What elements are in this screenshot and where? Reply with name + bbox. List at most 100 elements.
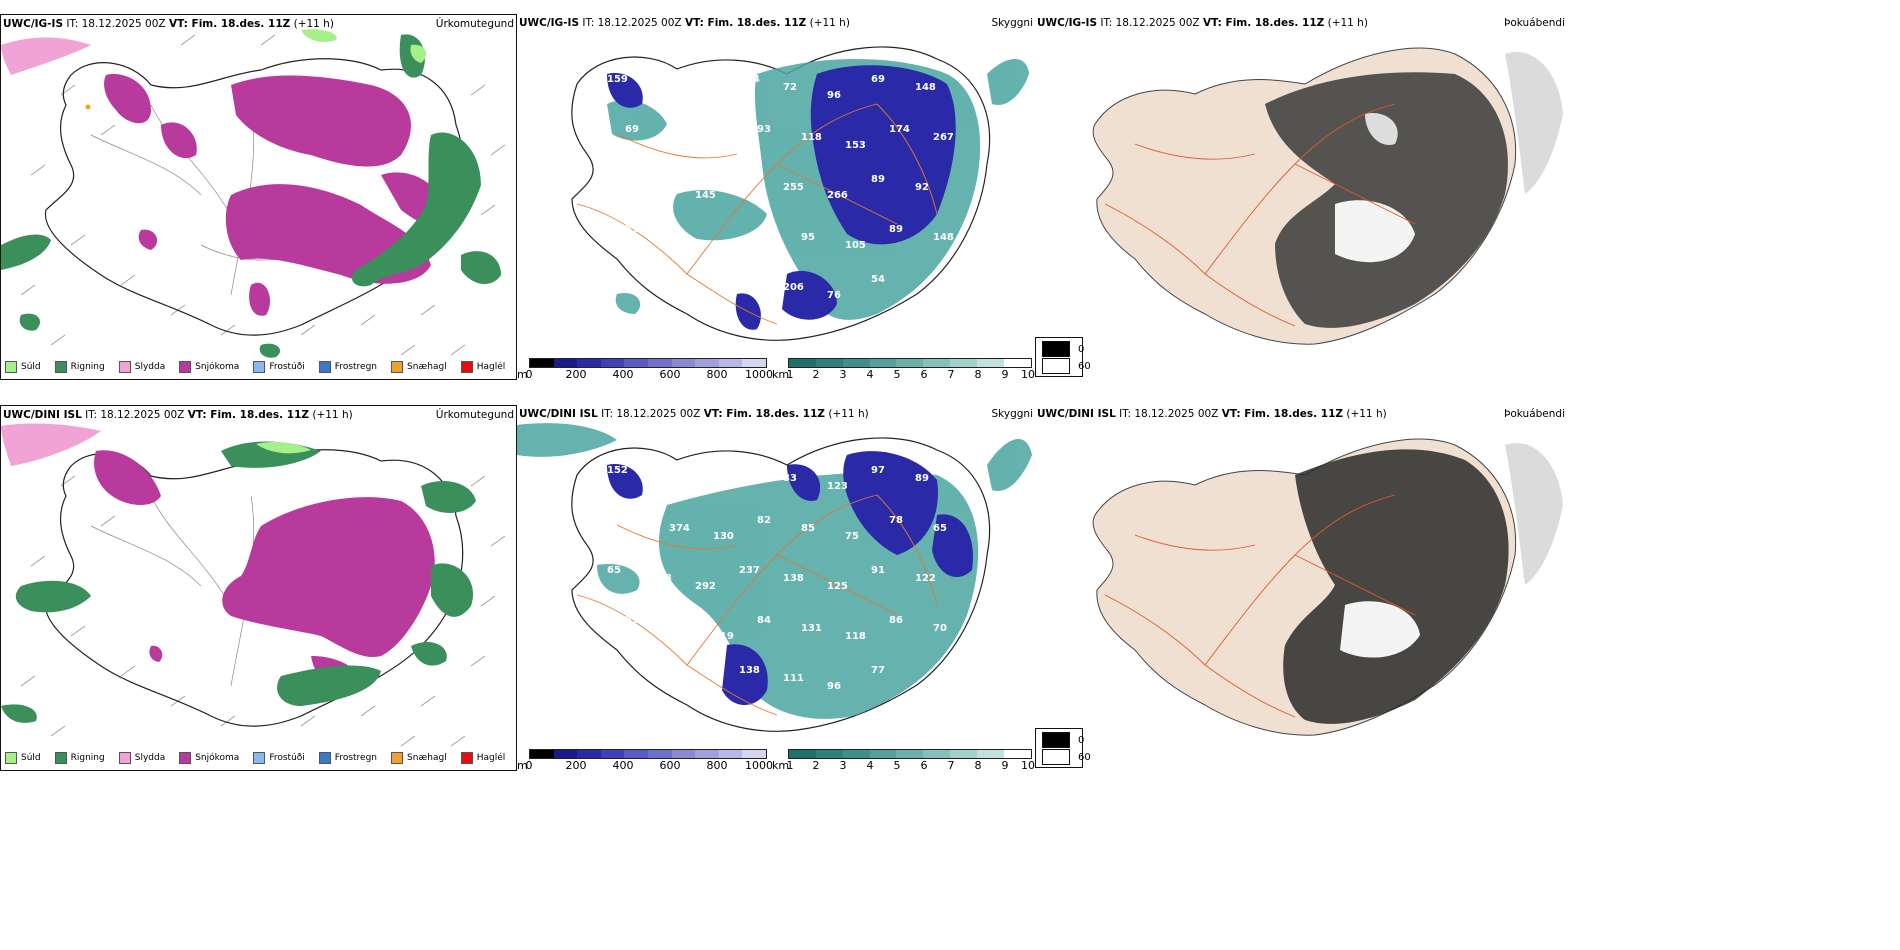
ceiling-value-label: 83 — [783, 473, 797, 484]
panel-title: Úrkomutegund — [435, 18, 514, 30]
fog-legend-swatch — [1042, 358, 1070, 374]
legend-item: Frostregn — [318, 752, 377, 764]
snow-areas — [104, 74, 451, 316]
precip-type-panel-top: UWC/IG-IS IT: 18.12.2025 00Z VT: Fim. 18… — [0, 14, 517, 380]
ceiling-value-label: 211 — [651, 182, 672, 193]
ceiling-value-label: 131 — [801, 623, 822, 634]
legend-swatch — [460, 361, 473, 373]
legend-swatch — [460, 752, 473, 764]
ceiling-value-label: 93 — [757, 124, 771, 135]
panel-title: Þokuábendi — [1504, 17, 1565, 29]
snow-areas — [94, 450, 435, 693]
ceiling-value-label: 185 — [651, 82, 672, 93]
ceiling-value-label: 97 — [871, 465, 885, 476]
legend-item: Snjókoma — [179, 752, 239, 764]
ceiling-value-label: 123 — [827, 481, 848, 492]
ceiling-value-label: 89 — [915, 473, 929, 484]
panel-header: UWC/DINI ISL IT: 18.12.2025 00Z VT: Fim.… — [3, 409, 353, 421]
ceiling-value-label: 154 — [739, 74, 760, 85]
fog-legend-item: 60 — [1042, 358, 1091, 374]
ceiling-value-label: 148 — [607, 174, 628, 185]
ceiling-value-label: 65 — [607, 565, 621, 576]
ceiling-value-label: 89 — [871, 174, 885, 185]
ceiling-value-label: 52 — [651, 673, 665, 684]
ceiling-value-label: 96 — [827, 90, 841, 101]
ceiling-value-label: 119 — [713, 631, 734, 642]
ceiling-value-label: 59 — [607, 274, 621, 285]
ceiling-value-label: 258 — [669, 132, 690, 143]
legend-item: Frostúði — [253, 752, 305, 764]
ceiling-value-label: 185 — [713, 240, 734, 251]
ceiling-value-label: 237 — [739, 565, 760, 576]
ceiling-value-label: 206 — [783, 282, 804, 293]
legend-item: Snæhagl — [391, 752, 447, 764]
ceiling-value-label: 160 — [739, 465, 760, 476]
ceiling-value-label: 73 — [625, 224, 639, 235]
ceiling-value-label: 261 — [669, 623, 690, 634]
ceiling-value-label: 201 — [695, 290, 716, 301]
ceiling-value-label: 255 — [783, 182, 804, 193]
ceiling-value-label: 134 — [607, 665, 628, 676]
ceiling-value-label: 72 — [669, 232, 683, 243]
ceiling-value-label: 313 — [695, 90, 716, 101]
legend-swatch — [179, 752, 192, 764]
ceiling-value-label: 85 — [801, 523, 815, 534]
fog-legend-item: 0 — [1042, 341, 1084, 357]
ceiling-value-label: 292 — [695, 581, 716, 592]
ceiling-value-label: 125 — [827, 581, 848, 592]
fog-map — [1092, 438, 1563, 736]
legend-item: Snjókoma — [179, 361, 239, 373]
ceiling-value-label: 267 — [933, 132, 954, 143]
ceiling-value-label: 84 — [757, 615, 771, 626]
ceiling-panel-bottom: UWC/DINI ISL IT: 18.12.2025 00Z VT: Fim.… — [517, 405, 1035, 771]
panel-title: Skyggni — [991, 408, 1034, 420]
ceiling-value-label: 89 — [695, 681, 709, 692]
ceiling-value-label: 153 — [845, 140, 866, 151]
ceiling-map — [571, 46, 1029, 341]
legend-swatch — [318, 361, 331, 373]
legend-item: Rigning — [54, 752, 105, 764]
panel-title: Úrkomutegund — [435, 409, 514, 421]
precip-legend: Súld Rigning Slydda Snjókoma Frostúði Fr… — [5, 361, 505, 373]
ceiling-value-label: 82 — [757, 515, 771, 526]
ceiling-value-label: 77 — [871, 665, 885, 676]
legend-swatch — [5, 752, 17, 764]
ceiling-value-label: 197 — [739, 174, 760, 185]
ceiling-value-label: 105 — [845, 240, 866, 251]
panel-header: UWC/DINI ISL IT: 18.12.2025 00Z VT: Fim.… — [519, 408, 869, 420]
legend-item: Slydda — [118, 752, 165, 764]
ceiling-value-label: 416 — [757, 224, 778, 235]
legend-item: Frostúði — [253, 361, 305, 373]
ceiling-value-label: 138 — [783, 573, 804, 584]
precip-legend: Súld Rigning Slydda Snjókoma Frostúði Fr… — [5, 752, 505, 764]
ceiling-value-label: 65 — [933, 523, 947, 534]
fog-legend-item: 0 — [1042, 732, 1084, 748]
ceiling-value-label: 177 — [651, 473, 672, 484]
rain-areas — [1, 34, 501, 358]
legend-item: Súld — [5, 752, 41, 764]
vis-colorbar-scale — [788, 358, 1032, 368]
legend-item: Haglél — [460, 752, 505, 764]
fog-panel-bottom: UWC/DINI ISL IT: 18.12.2025 00Z VT: Fim.… — [1035, 405, 1900, 771]
legend-swatch — [118, 752, 131, 764]
ceiling-value-label: 138 — [651, 573, 672, 584]
legend-item: Slydda — [118, 361, 165, 373]
ceiling-value-label: 95 — [801, 232, 815, 243]
ceiling-value-label: 69 — [625, 124, 639, 135]
ceiling-value-label: 205 — [695, 481, 716, 492]
panel-header: UWC/IG-IS IT: 18.12.2025 00Z VT: Fim. 18… — [1037, 17, 1368, 29]
ceiling-value-label: 78 — [889, 515, 903, 526]
precip-type-panel-bottom: UWC/DINI ISL IT: 18.12.2025 00Z VT: Fim.… — [0, 405, 517, 771]
ceiling-value-label: 159 — [607, 74, 628, 85]
fog-panel-top: UWC/IG-IS IT: 18.12.2025 00Z VT: Fim. 18… — [1035, 14, 1900, 380]
legend-swatch — [5, 361, 17, 373]
ceiling-value-label: 91 — [871, 565, 885, 576]
ceiling-value-label: 148 — [915, 82, 936, 93]
ceiling-value-label: 92 — [915, 182, 929, 193]
legend-swatch — [179, 361, 192, 373]
legend-swatch — [54, 752, 67, 764]
legend-item: Snæhagl — [391, 361, 447, 373]
precip-map — [1, 423, 506, 747]
ceiling-value-label: 130 — [713, 531, 734, 542]
legend-swatch — [54, 361, 67, 373]
